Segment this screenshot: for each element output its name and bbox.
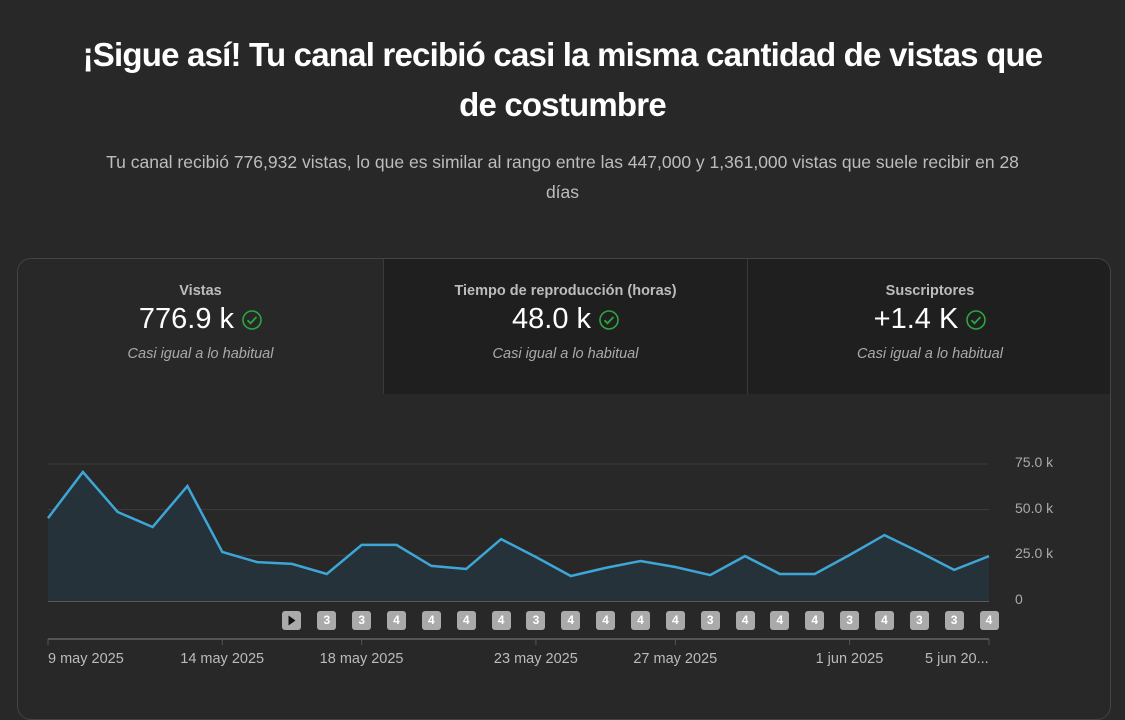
content-marker[interactable]: 3 xyxy=(352,611,371,630)
play-marker[interactable] xyxy=(282,611,301,630)
views-chart xyxy=(0,0,1125,691)
content-marker[interactable]: 4 xyxy=(666,611,685,630)
content-marker[interactable]: 3 xyxy=(840,611,859,630)
content-marker[interactable]: 4 xyxy=(770,611,789,630)
content-marker[interactable]: 4 xyxy=(875,611,894,630)
y-tick-label: 25.0 k xyxy=(1015,545,1053,561)
x-tick-label: 1 jun 2025 xyxy=(816,651,884,667)
x-tick-label: 14 may 2025 xyxy=(180,651,264,667)
content-marker[interactable]: 4 xyxy=(387,611,406,630)
content-marker[interactable]: 4 xyxy=(422,611,441,630)
content-marker[interactable]: 4 xyxy=(457,611,476,630)
content-marker[interactable]: 3 xyxy=(526,611,545,630)
x-tick-label: 9 may 2025 xyxy=(48,651,124,667)
x-tick-label: 27 may 2025 xyxy=(633,651,717,667)
content-marker[interactable]: 4 xyxy=(631,611,650,630)
y-tick-label: 50.0 k xyxy=(1015,500,1053,516)
content-marker[interactable]: 4 xyxy=(805,611,824,630)
play-icon xyxy=(282,611,301,630)
y-tick-label: 75.0 k xyxy=(1015,454,1053,470)
content-marker[interactable]: 4 xyxy=(736,611,755,630)
content-marker[interactable]: 4 xyxy=(561,611,580,630)
content-marker[interactable]: 4 xyxy=(596,611,615,630)
x-tick-label: 5 jun 20... xyxy=(925,651,989,667)
content-marker[interactable]: 3 xyxy=(945,611,964,630)
content-marker[interactable]: 4 xyxy=(980,611,999,630)
y-tick-label: 0 xyxy=(1015,591,1023,607)
content-marker[interactable]: 3 xyxy=(910,611,929,630)
content-marker[interactable]: 3 xyxy=(701,611,720,630)
content-marker[interactable]: 4 xyxy=(492,611,511,630)
x-tick-label: 23 may 2025 xyxy=(494,651,578,667)
x-tick-label: 18 may 2025 xyxy=(320,651,404,667)
content-marker[interactable]: 3 xyxy=(317,611,336,630)
